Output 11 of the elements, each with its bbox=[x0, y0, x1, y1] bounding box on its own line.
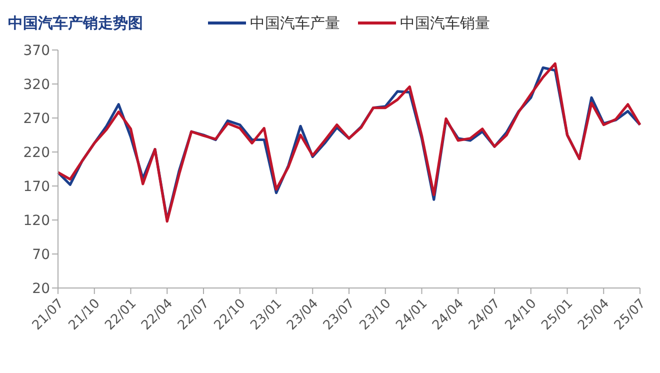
y-tick-label: 370 bbox=[23, 42, 50, 59]
legend-label: 中国汽车销量 bbox=[400, 14, 490, 32]
y-tick-label: 20 bbox=[32, 280, 50, 297]
y-tick-label: 170 bbox=[23, 178, 50, 195]
y-tick-label: 270 bbox=[23, 110, 50, 127]
y-tick-label: 120 bbox=[23, 212, 50, 229]
y-tick-label: 70 bbox=[32, 246, 50, 263]
y-tick-label: 220 bbox=[23, 144, 50, 161]
legend-label: 中国汽车产量 bbox=[250, 14, 340, 32]
chart-title: 中国汽车产销走势图 bbox=[8, 14, 144, 32]
y-tick-label: 320 bbox=[23, 76, 50, 93]
